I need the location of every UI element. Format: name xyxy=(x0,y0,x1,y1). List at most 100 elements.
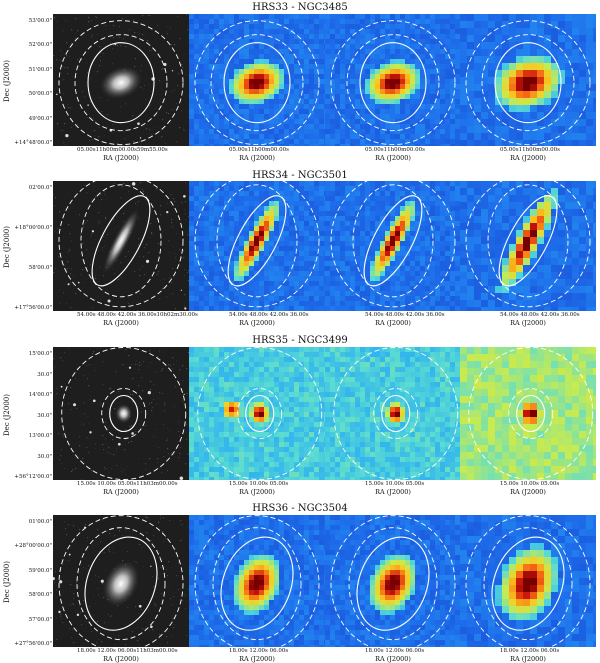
map-panel xyxy=(189,181,325,311)
y-tick-label: +28°00'00.0" xyxy=(14,543,52,550)
y-tick-label: 01'00.0" xyxy=(28,519,52,525)
star xyxy=(100,579,104,583)
y-tick-label: +27°56'00.0" xyxy=(14,641,52,647)
ra-axis-label: RA (J2000) xyxy=(510,319,546,327)
star xyxy=(114,43,117,46)
star xyxy=(76,613,80,617)
y-tick-label: +18°00'00.0" xyxy=(14,225,52,231)
star xyxy=(150,565,152,568)
x-tick-labels: 05.00s11h00m00.00s xyxy=(365,147,425,153)
star xyxy=(163,62,167,67)
background-annulus-inner xyxy=(352,184,434,298)
y-tick-label: 15'00.0" xyxy=(28,351,52,357)
star xyxy=(59,580,63,584)
background-annulus-outer xyxy=(194,20,320,146)
background-annulus-outer xyxy=(58,515,184,647)
galaxy xyxy=(102,208,140,273)
star xyxy=(92,399,96,403)
map-image-1 xyxy=(189,515,325,647)
y-tick-label: +14°48'00.0" xyxy=(14,140,52,146)
map-panel xyxy=(325,515,461,647)
star xyxy=(91,230,95,233)
star xyxy=(87,104,89,106)
star xyxy=(128,366,132,369)
x-tick-labels: 15.00s 10.00s 05.00s11h03m00.00s xyxy=(77,481,178,487)
dec-axis-label: Dec (J2000) xyxy=(3,226,11,268)
optical-image xyxy=(53,181,189,311)
ra-axis-label: RA (J2000) xyxy=(510,154,546,162)
ra-axis-label: RA (J2000) xyxy=(375,655,411,663)
x-tick-labels: 54.00s 48.00s 42.00s 36.00s xyxy=(229,312,309,318)
ra-axis-label: RA (J2000) xyxy=(103,319,139,327)
row-title: HRS34 - NGC3501 xyxy=(252,170,348,181)
y-tick-label: 30.0" xyxy=(37,453,52,460)
star xyxy=(179,476,184,480)
x-tick-labels: 05.00s11h00m00.00s59m55.00s xyxy=(77,147,168,153)
y-tick-label: 59'00.0" xyxy=(28,567,52,574)
y-tick-label: 30.0" xyxy=(37,371,52,378)
star xyxy=(137,122,140,125)
x-tick-labels: 15.00s 10.00s 05.00s xyxy=(229,481,289,487)
star xyxy=(107,299,111,303)
map-panel xyxy=(325,347,461,480)
star xyxy=(53,576,55,581)
aperture-ellipse xyxy=(516,394,546,433)
y-tick-label: 58'00.0" xyxy=(28,592,52,599)
x-tick-labels: 54.00s 48.00s 42.00s 36.00s xyxy=(500,312,580,318)
star xyxy=(89,431,92,434)
aperture-ellipse xyxy=(223,42,291,124)
map-panel xyxy=(460,515,596,647)
background-annulus-outer xyxy=(58,181,184,308)
background-annulus-outer xyxy=(330,515,456,647)
background-annulus-inner xyxy=(210,34,304,132)
map-image-1 xyxy=(189,14,325,146)
star xyxy=(139,137,142,139)
background-annulus-inner xyxy=(348,527,438,641)
map-image-2 xyxy=(325,181,461,311)
map-image-3 xyxy=(460,515,596,647)
background-annulus-outer xyxy=(465,515,591,647)
ra-axis-label: RA (J2000) xyxy=(239,154,275,162)
aperture-ellipse xyxy=(109,394,139,433)
galaxy xyxy=(115,403,133,424)
star xyxy=(180,289,182,291)
background-annulus-outer xyxy=(194,181,320,308)
map-image-1 xyxy=(189,347,325,480)
aperture-ellipse xyxy=(381,394,411,433)
aperture-ellipse xyxy=(363,195,423,287)
y-tick-label: 57'00.0" xyxy=(28,616,52,623)
x-tick-labels: 18.00s 12.00s 06.00s11h03m00.00s xyxy=(77,648,178,654)
y-tick-label: 50'00.0" xyxy=(28,91,52,98)
star xyxy=(68,553,71,556)
y-tick-label: 49'00.0" xyxy=(28,115,52,122)
map-panel xyxy=(189,515,325,647)
background-annulus-outer xyxy=(58,20,184,146)
map-image-2 xyxy=(325,14,461,146)
x-tick-labels: 54.00s 48.00s 42.00s 36.00s10h02m30.00s xyxy=(77,312,198,318)
aperture-ellipse xyxy=(491,536,565,631)
x-tick-labels: 54.00s 48.00s 42.00s 36.00s xyxy=(365,312,445,318)
star xyxy=(171,70,174,72)
star xyxy=(131,432,134,435)
optical-panel xyxy=(53,515,189,647)
background-annulus-outer xyxy=(465,181,591,308)
star xyxy=(77,281,80,284)
background-annulus-inner xyxy=(74,34,168,132)
x-tick-labels: 15.00s 10.00s 05.00s xyxy=(500,481,560,487)
background-annulus-outer xyxy=(330,181,456,308)
star xyxy=(184,307,187,310)
y-tick-label: 13'00.0" xyxy=(28,433,52,439)
background-annulus-outer xyxy=(330,20,456,146)
star xyxy=(150,625,153,629)
background-annulus-inner xyxy=(212,527,302,641)
aperture-ellipse xyxy=(91,195,151,287)
background-annulus-outer xyxy=(61,347,187,480)
aperture-ellipse xyxy=(498,195,558,287)
x-tick-labels: 15.00s 10.00s 05.00s xyxy=(365,481,425,487)
y-tick-label: +17°56'00.0" xyxy=(14,305,52,311)
x-tick-labels: 18.00s 12.00s 06.00s xyxy=(500,648,560,654)
y-tick-label: +56°12'00.0" xyxy=(14,474,52,480)
ra-axis-label: RA (J2000) xyxy=(375,488,411,496)
background-annulus-inner xyxy=(101,388,147,439)
star xyxy=(183,393,185,395)
